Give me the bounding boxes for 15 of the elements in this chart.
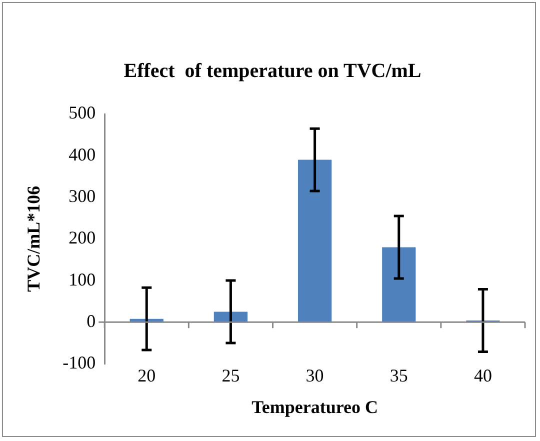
x-tick-label: 40 — [474, 365, 492, 386]
x-tick-label: 30 — [306, 365, 324, 386]
y-tick-label: 100 — [68, 269, 96, 290]
x-tick-label: 20 — [138, 365, 156, 386]
y-tick-label: 0 — [86, 310, 96, 331]
chart-title: Effect of temperature on TVC/mL — [124, 60, 422, 82]
x-axis-title: Temperatureo C — [252, 396, 378, 417]
x-tick-label: 35 — [390, 365, 408, 386]
y-axis-title: TVC/mL*106 — [23, 186, 44, 292]
y-tick-label: -100 — [62, 352, 96, 373]
y-tick-label: 500 — [68, 102, 96, 123]
x-tick-label: 25 — [222, 365, 240, 386]
y-tick-label: 400 — [68, 144, 96, 164]
y-tick-label: 200 — [68, 228, 96, 248]
y-tick-label: 300 — [68, 186, 96, 206]
